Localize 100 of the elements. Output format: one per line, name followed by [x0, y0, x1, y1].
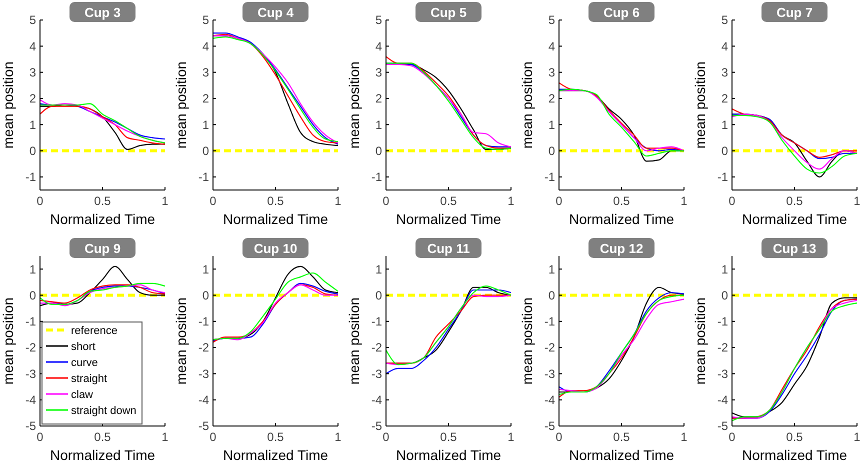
- x-tick-label: 1: [334, 194, 342, 208]
- y-tick-label: -3: [25, 366, 36, 381]
- y-tick-label: -5: [544, 419, 556, 434]
- chart-title: Cup 11: [427, 241, 470, 256]
- y-tick-label: 3: [721, 66, 728, 80]
- x-axis-title: Normalized Time: [396, 447, 502, 463]
- y-tick-label: 1: [375, 118, 382, 132]
- y-tick-label: 4: [375, 39, 382, 54]
- y-axis-title: mean position: [173, 61, 189, 149]
- y-tick-label: -1: [25, 170, 36, 184]
- x-tick-label: 1: [334, 430, 342, 444]
- y-tick-label: -5: [198, 419, 210, 434]
- y-tick-label: -2: [544, 340, 556, 355]
- y-tick-label: 2: [721, 92, 728, 106]
- y-tick-label: 1: [202, 118, 210, 132]
- x-tick-label: 0.5: [613, 430, 630, 444]
- y-axis-title: mean position: [173, 297, 189, 385]
- y-tick-label: 4: [548, 39, 556, 54]
- y-tick-label: 5: [548, 13, 556, 28]
- x-tick-label: 1: [162, 430, 169, 444]
- x-axis-title: Normalized Time: [50, 211, 156, 227]
- y-tick-label: -1: [544, 170, 556, 184]
- chart-title: Cup 6: [603, 5, 640, 20]
- legend-label: straight down: [71, 405, 136, 417]
- y-tick-label: -3: [371, 366, 382, 381]
- y-tick-label: 1: [548, 118, 556, 132]
- y-tick-label: -1: [544, 314, 556, 329]
- y-tick-label: 1: [29, 262, 36, 276]
- chart-title: Cup 9: [84, 241, 121, 256]
- y-axis-title: mean position: [0, 297, 16, 385]
- y-tick-label: 4: [721, 39, 728, 54]
- y-tick-label: 1: [721, 118, 728, 132]
- chart-title: Cup 3: [84, 5, 121, 20]
- y-tick-label: -2: [371, 340, 382, 355]
- y-axis-title: mean position: [346, 297, 362, 385]
- x-tick-label: 0.5: [786, 194, 804, 208]
- x-axis-title: Normalized Time: [222, 447, 328, 463]
- x-tick-label: 1: [508, 194, 515, 208]
- x-tick-label: 0.5: [440, 194, 458, 208]
- y-tick-label: 3: [202, 66, 210, 80]
- y-tick-label: -1: [25, 314, 36, 329]
- chart-title: Cup 5: [430, 5, 467, 20]
- x-tick-label: 1: [508, 430, 515, 444]
- y-tick-label: 2: [29, 92, 36, 106]
- x-tick-label: 1: [680, 430, 688, 444]
- chart-title: Cup 7: [776, 5, 813, 20]
- y-tick-label: 1: [375, 262, 382, 276]
- y-tick-label: -2: [25, 340, 36, 355]
- y-tick-label: 2: [202, 92, 210, 106]
- x-tick-label: 0.5: [440, 430, 458, 444]
- y-tick-label: -3: [717, 366, 728, 381]
- y-axis-title: mean position: [519, 297, 535, 385]
- legend-label: short: [71, 341, 96, 353]
- x-tick-label: 1: [162, 194, 169, 208]
- x-axis-title: Normalized Time: [396, 211, 502, 227]
- x-tick-label: 1: [680, 194, 688, 208]
- y-tick-label: -1: [371, 314, 382, 329]
- legend-label: reference: [71, 325, 118, 337]
- x-tick-label: 0.5: [267, 430, 284, 444]
- y-tick-label: 2: [548, 92, 556, 106]
- y-tick-label: 4: [202, 39, 210, 54]
- y-tick-label: 0: [29, 144, 36, 158]
- y-tick-label: 3: [375, 66, 382, 80]
- y-tick-label: 1: [721, 262, 728, 276]
- y-tick-label: 0: [375, 144, 382, 158]
- legend-label: straight: [71, 373, 108, 385]
- y-tick-label: -2: [198, 340, 210, 355]
- x-axis-title: Normalized Time: [568, 447, 674, 463]
- y-tick-label: -3: [544, 366, 556, 381]
- x-tick-label: 1: [854, 430, 861, 444]
- chart-title: Cup 4: [257, 5, 294, 20]
- y-tick-label: 0: [29, 288, 36, 302]
- y-axis-title: mean position: [692, 61, 708, 149]
- y-tick-label: -4: [371, 393, 382, 408]
- y-tick-label: -1: [717, 314, 728, 329]
- y-tick-label: -5: [717, 419, 728, 434]
- chart-title: Cup 12: [600, 241, 644, 256]
- y-tick-label: 5: [721, 13, 728, 28]
- x-tick-label: 1: [854, 194, 861, 208]
- y-tick-label: -1: [371, 170, 382, 184]
- y-tick-label: 0: [548, 288, 556, 302]
- y-tick-label: 3: [29, 66, 36, 80]
- legend-label: claw: [71, 389, 94, 401]
- y-axis-title: mean position: [519, 61, 535, 149]
- y-tick-label: 3: [548, 66, 556, 80]
- x-tick-label: 0.5: [786, 430, 804, 444]
- y-tick-label: -3: [198, 366, 210, 381]
- y-tick-label: 0: [548, 144, 556, 158]
- y-tick-label: 0: [375, 288, 382, 302]
- y-tick-label: -5: [25, 419, 36, 434]
- y-axis-title: mean position: [346, 61, 362, 149]
- y-tick-label: 0: [202, 288, 210, 302]
- y-tick-label: -1: [717, 170, 728, 184]
- y-tick-label: 0: [721, 144, 728, 158]
- y-tick-label: 0: [202, 144, 210, 158]
- y-axis-title: mean position: [0, 61, 16, 149]
- x-tick-label: 0.5: [94, 430, 112, 444]
- y-tick-label: -1: [198, 170, 210, 184]
- x-axis-title: Normalized Time: [568, 211, 674, 227]
- y-tick-label: -2: [717, 340, 728, 355]
